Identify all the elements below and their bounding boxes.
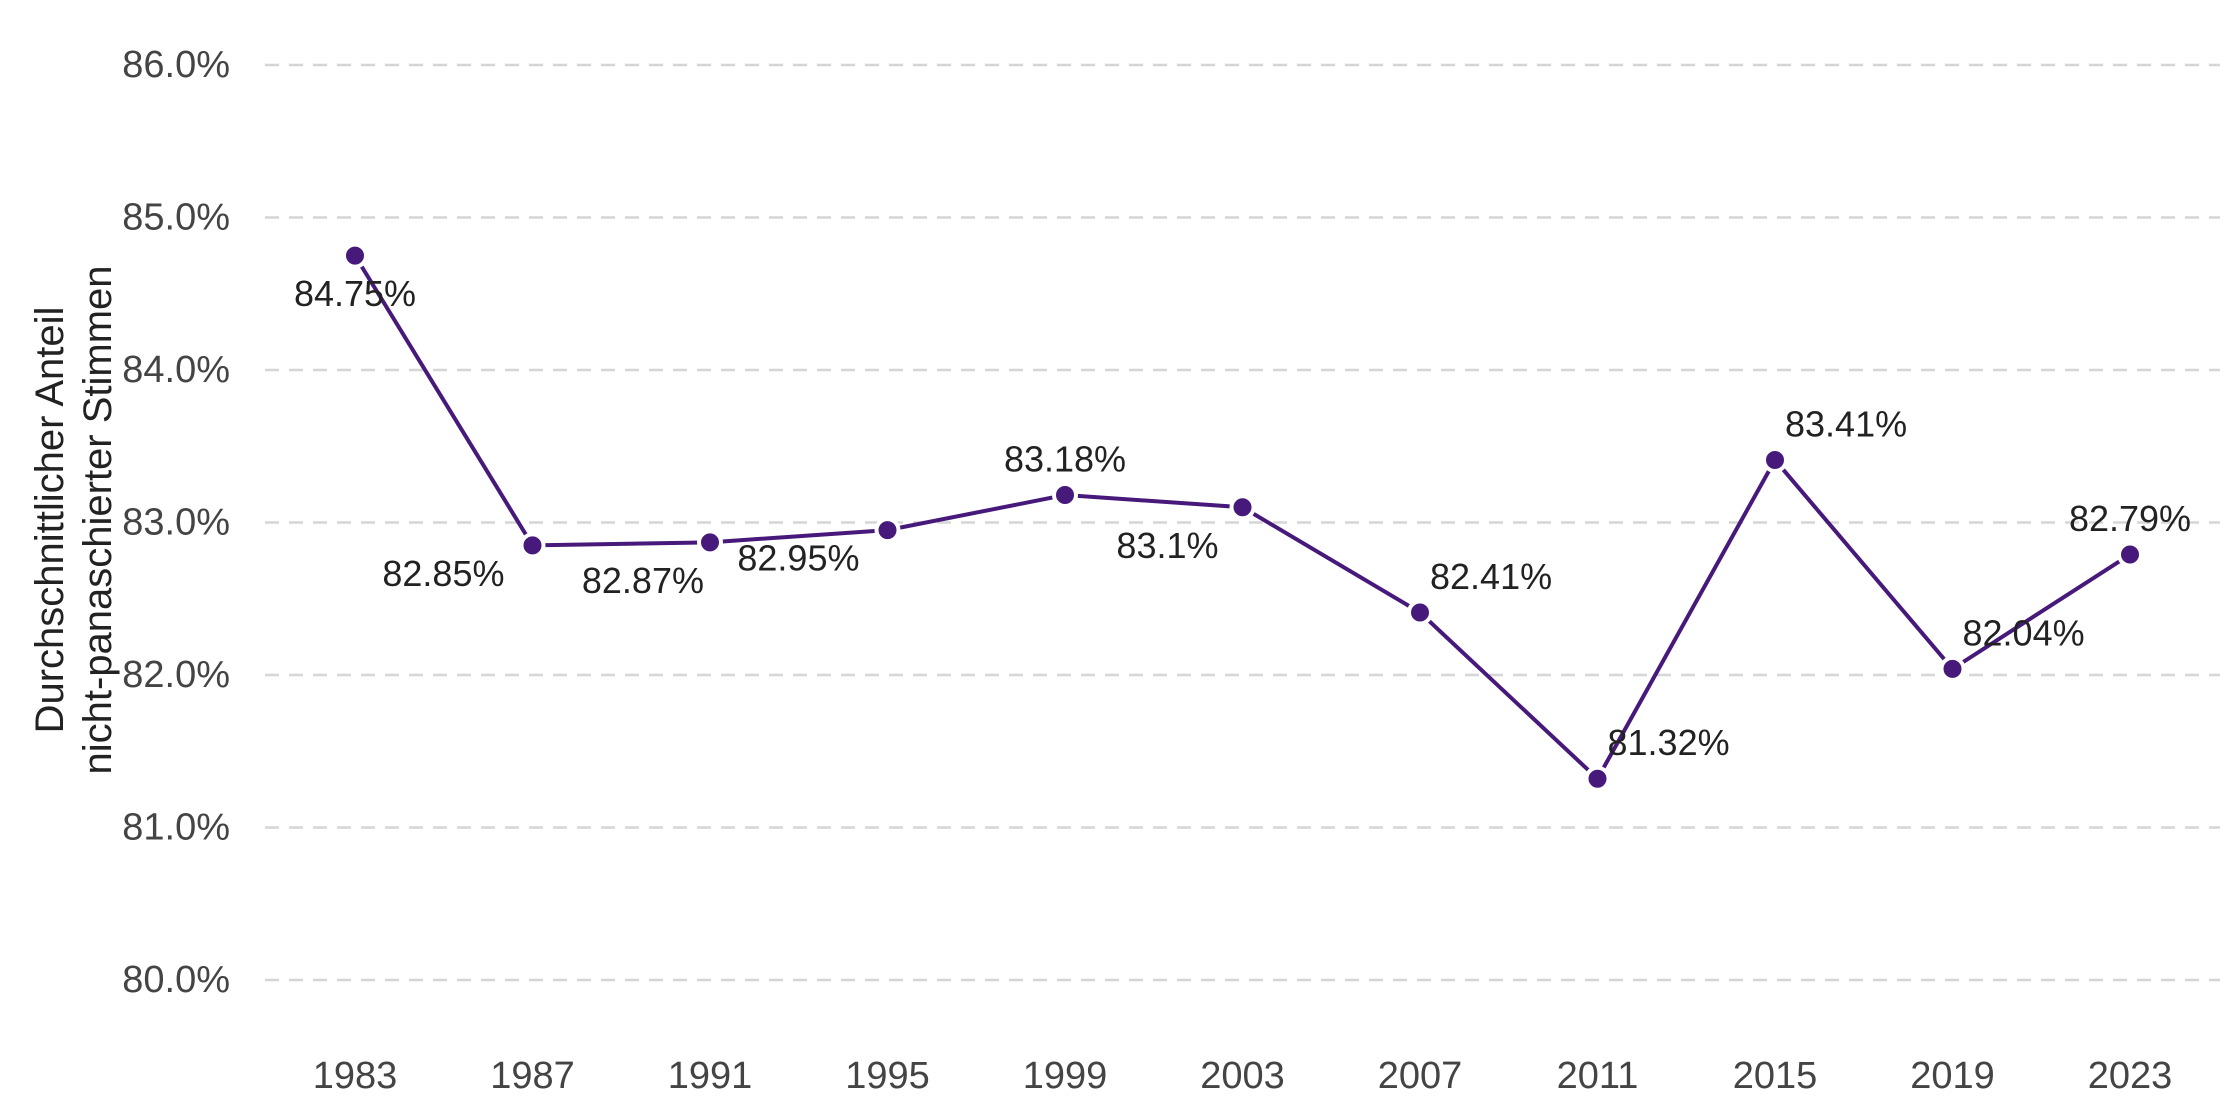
data-point [342, 242, 368, 269]
data-label: 82.04% [1963, 612, 2085, 653]
x-tick-label: 2007 [1378, 1055, 1463, 1097]
data-label: 82.85% [382, 553, 504, 594]
data-point [697, 529, 723, 556]
y-tick-label: 83.0% [122, 502, 230, 544]
x-tick-label: 2019 [1910, 1055, 1995, 1097]
data-point [1052, 482, 1078, 509]
data-point [1407, 599, 1433, 626]
data-points [342, 242, 2143, 792]
y-tick-label: 82.0% [122, 654, 230, 696]
data-label: 84.75% [294, 273, 416, 314]
x-tick-label: 2015 [1733, 1055, 1818, 1097]
data-point [874, 517, 901, 544]
data-label: 82.95% [737, 538, 859, 579]
data-point [1939, 655, 1966, 682]
data-label: 82.79% [2069, 498, 2191, 539]
y-tick-label: 84.0% [122, 349, 230, 391]
y-tick-label: 86.0% [122, 44, 230, 86]
data-labels: 84.75% 82.85% 82.87% 82.95% 83.18% 83.1% 82.41… [294, 273, 2191, 763]
data-label: 83.41% [1785, 403, 1907, 444]
data-label: 83.1% [1116, 525, 1218, 566]
y-axis-title-line-2: nicht-panaschierter Stimmen [76, 265, 120, 774]
y-axis-title: Durchschnittlicher Anteil nicht-panaschi… [28, 265, 120, 774]
data-point [2117, 541, 2143, 568]
data-point [1229, 494, 1256, 521]
data-point [1762, 446, 1788, 473]
x-tick-label: 1987 [490, 1055, 575, 1097]
data-label: 83.18% [1004, 439, 1126, 480]
y-tick-label: 81.0% [122, 807, 230, 849]
y-axis-title-line-1: Durchschnittlicher Anteil [28, 307, 72, 734]
x-tick-label: 1991 [668, 1055, 753, 1097]
x-tick-label: 1995 [845, 1055, 930, 1097]
y-axis-ticks: 80.0% 81.0% 82.0% 83.0% 84.0% 85.0% 86.0% [122, 44, 230, 1001]
y-tick-label: 80.0% [122, 959, 230, 1001]
data-label: 82.87% [582, 560, 704, 601]
data-point [1584, 765, 1611, 792]
x-tick-label: 2023 [2088, 1055, 2173, 1097]
x-axis-ticks: 1983 1987 1991 1995 1999 2003 2007 2011 2015 2019… [313, 1055, 2173, 1097]
grid-lines [265, 63, 2220, 982]
data-label: 82.41% [1430, 556, 1552, 597]
data-label: 81.32% [1608, 722, 1730, 763]
y-tick-label: 85.0% [122, 197, 230, 239]
x-tick-label: 2011 [1557, 1055, 1639, 1097]
x-tick-label: 1983 [313, 1055, 398, 1097]
x-tick-label: 1999 [1023, 1055, 1108, 1097]
data-point [519, 532, 546, 559]
x-tick-label: 2003 [1200, 1055, 1285, 1097]
